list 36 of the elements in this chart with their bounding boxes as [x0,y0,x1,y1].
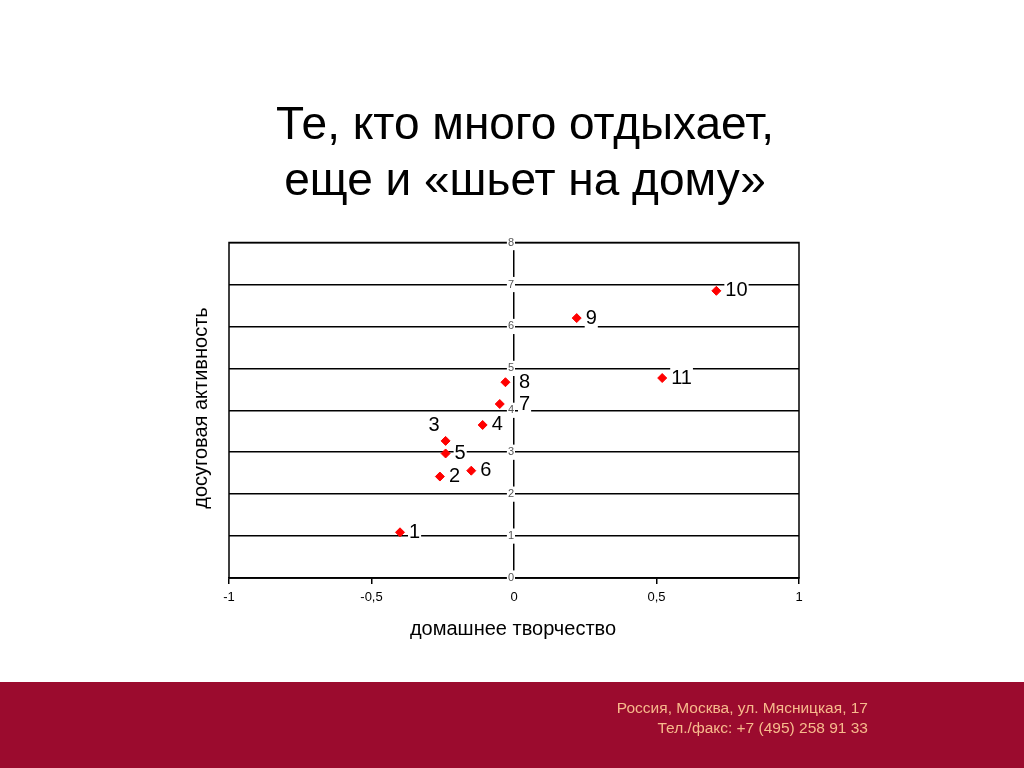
x-axis-title: домашнее творчество [409,616,617,640]
y-tick-label: 1 [507,529,514,542]
annotation: 3 [428,413,440,436]
y-tick-label: 6 [507,319,514,332]
x-tick-label: -0,5 [360,589,383,605]
x-tick-label: 0,5 [647,589,666,605]
annotation: 9 [585,305,597,328]
point [440,448,451,459]
annotation: 6 [480,458,492,481]
point [711,285,722,296]
y-axis-title: досуговая активность [188,307,212,509]
point [571,313,582,324]
point [434,471,445,482]
point [657,373,668,384]
annotation: 1 [409,519,421,542]
y-tick-label: 7 [507,277,514,290]
y-tick-label: 4 [507,403,514,416]
y-tick-label: 8 [507,235,514,248]
annotation: 2 [448,464,461,487]
point [466,465,477,476]
y-tick-label: 2 [507,487,514,500]
y-tick-label: 5 [507,361,514,374]
point [440,435,451,446]
annotation: 5 [454,441,466,463]
annotation: 11 [671,365,692,388]
chart-title: Те, кто много отдыхает, еще и «шьет на дому» [275,96,775,207]
point [477,419,488,430]
x-tick-label: 1 [795,589,803,605]
y-tick-label: 0 [507,571,514,584]
x-tick-label: -1 [223,589,235,605]
point [494,399,505,410]
footer-strip: Россия, Москва, ул. Мясницкая, 17 Тел./факс: +7 (495) 258 91 33 [0,682,1024,768]
annotation: 10 [725,278,748,301]
point [395,527,405,538]
point [500,377,511,388]
y-tick-label: 3 [507,445,514,458]
